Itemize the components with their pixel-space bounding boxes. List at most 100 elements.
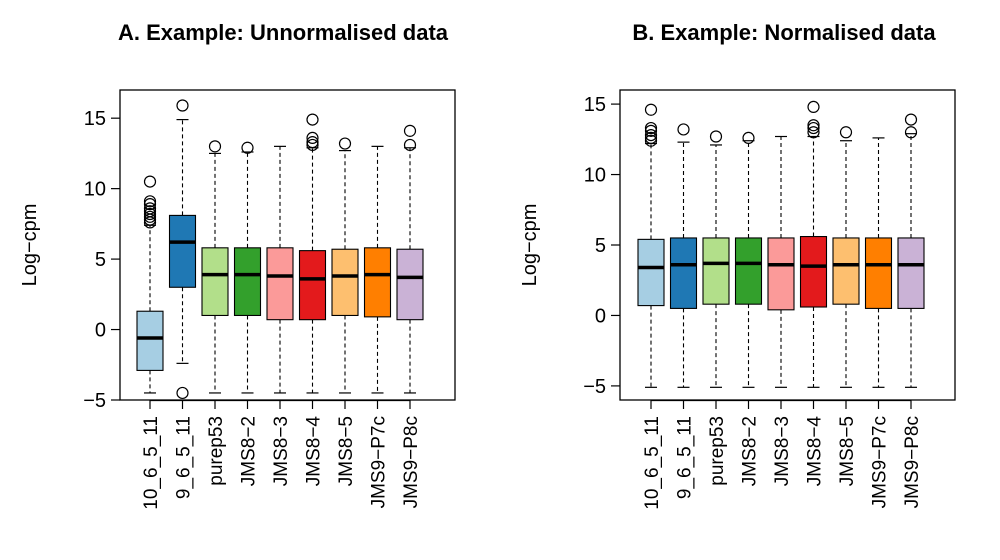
y-tick-label: −5 — [583, 376, 606, 398]
x-tick-label: JMS8−4 — [304, 416, 325, 487]
x-tick-label: JMS9−P8c — [401, 416, 422, 508]
box-body — [702, 237, 730, 305]
x-tick-label: JMS9−P7c — [870, 416, 891, 508]
y-tick-label: 15 — [584, 94, 606, 116]
x-tick-label: JMS8−3 — [772, 416, 793, 486]
box-3 — [201, 140, 229, 394]
box-body — [396, 248, 424, 321]
box-5 — [767, 135, 795, 388]
outlier-point — [208, 140, 222, 153]
box-body — [201, 247, 229, 317]
box-body — [233, 247, 262, 317]
outlier-point — [403, 124, 417, 137]
outlier-point — [403, 138, 417, 152]
box-5 — [266, 145, 294, 394]
box-body — [168, 214, 197, 288]
outlier-point — [742, 131, 755, 145]
x-tick-label: 10_6_5_11 — [141, 416, 162, 510]
x-tick-label: JMS8−2 — [239, 416, 260, 486]
box-4 — [233, 141, 262, 394]
x-tick-label: purep53 — [206, 416, 227, 486]
box-body — [734, 237, 763, 305]
box-body — [298, 250, 327, 321]
outlier-point — [143, 202, 157, 215]
y-tick-label: 5 — [95, 249, 106, 271]
box-8 — [864, 137, 893, 388]
outlier-point — [176, 99, 189, 112]
outlier-point — [807, 121, 820, 135]
box-1 — [637, 103, 665, 388]
outlier-point — [807, 119, 820, 132]
y-tick-label: 15 — [84, 108, 106, 130]
box-6 — [799, 100, 828, 388]
outlier-point — [807, 126, 820, 139]
outlier-point — [143, 198, 157, 211]
x-tick-label: JMS9−P7c — [369, 416, 390, 508]
outlier-point — [677, 123, 690, 136]
outlier-point — [143, 205, 157, 218]
box-body — [897, 237, 925, 309]
outlier-point — [709, 130, 723, 143]
x-tick-label: JMS8−5 — [837, 416, 858, 486]
outlier-point — [644, 121, 658, 135]
outlier-point — [644, 128, 658, 142]
box-1 — [136, 175, 164, 394]
box-2 — [669, 123, 698, 388]
box-2 — [168, 99, 197, 400]
x-tick-label: 9_6_5_11 — [174, 416, 195, 499]
outlier-point — [241, 141, 254, 154]
outlier-point — [644, 134, 658, 147]
x-tick-label: 10_6_5_11 — [642, 416, 663, 510]
panel-b: B. Example: Normalised data Log−cpm −5 0 5 10… — [519, 20, 956, 510]
box-body — [266, 247, 294, 321]
outlier-point — [644, 124, 658, 137]
box-7 — [832, 126, 860, 388]
box-body — [832, 237, 860, 305]
box-body — [799, 235, 828, 308]
panel-title: B. Example: Normalised data — [632, 20, 936, 45]
x-tick-label: JMS9−P8c — [902, 416, 923, 508]
box-3 — [702, 130, 730, 388]
outlier-point — [306, 136, 319, 149]
outlier-point — [904, 113, 918, 126]
y-tick-label: 10 — [84, 179, 106, 201]
box-7 — [331, 137, 359, 394]
outlier-point — [904, 126, 918, 139]
box-body — [363, 247, 392, 318]
box-9 — [396, 124, 424, 394]
x-tick-label: JMS8−2 — [740, 416, 761, 486]
outlier-point — [143, 207, 157, 221]
outlier-point — [143, 195, 157, 208]
box-4 — [734, 131, 763, 388]
box-6 — [298, 113, 327, 394]
outlier-point — [338, 137, 352, 150]
x-tick-label: JMS8−3 — [271, 416, 292, 486]
outlier-point — [807, 100, 820, 114]
box-body — [669, 237, 698, 309]
y-tick-label: 0 — [595, 305, 606, 327]
panel-title: A. Example: Unnormalised data — [118, 20, 449, 45]
box-9 — [897, 113, 925, 388]
outlier-point — [306, 138, 319, 152]
outlier-point — [306, 131, 319, 145]
outlier-point — [839, 126, 853, 139]
y-tick-label: 5 — [595, 235, 606, 257]
x-tick-label: 9_6_5_11 — [675, 416, 696, 499]
panel-a: A. Example: Unnormalised data Log−cpm −5 0 5… — [19, 20, 456, 510]
outlier-point — [176, 386, 189, 400]
box-body — [637, 238, 665, 307]
box-body — [331, 248, 359, 317]
box-body — [767, 237, 795, 311]
y-axis-label: Log−cpm — [519, 204, 541, 287]
outlier-point — [143, 210, 157, 223]
box-body — [136, 310, 164, 371]
y-tick-label: 10 — [584, 165, 606, 187]
outlier-point — [306, 113, 319, 126]
outlier-point — [644, 103, 658, 116]
y-axis-label: Log−cpm — [19, 204, 41, 287]
y-tick-label: −5 — [83, 390, 106, 412]
x-tick-label: JMS8−5 — [336, 416, 357, 486]
x-tick-label: JMS8−4 — [805, 416, 826, 487]
box-8 — [363, 145, 392, 394]
